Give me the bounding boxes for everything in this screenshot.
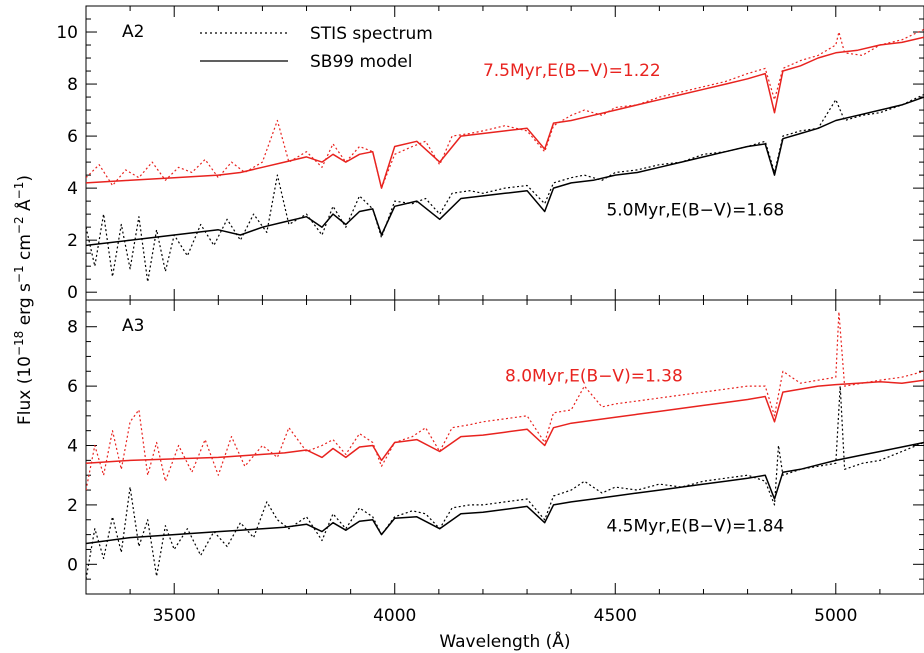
model-annotation: 7.5Myr,E(B−V)=1.22 xyxy=(483,61,661,81)
sb99-model-line xyxy=(86,379,924,465)
panel-a2-series xyxy=(86,28,924,283)
y-tick-label: 10 xyxy=(56,23,78,43)
y-tick-label: 6 xyxy=(67,377,78,397)
x-tick-label: 4500 xyxy=(594,606,637,626)
y-tick-label: 0 xyxy=(67,283,78,303)
stis-spectrum-line xyxy=(86,28,924,189)
y-tick-label: 4 xyxy=(67,179,78,199)
x-tick-label: 4000 xyxy=(373,606,416,626)
stis-spectrum-line xyxy=(86,311,924,491)
y-tick-label: 2 xyxy=(67,231,78,251)
panel-a3-series xyxy=(86,311,924,580)
y-tick-label: 8 xyxy=(67,75,78,95)
y-label-mid2: cm xyxy=(15,234,35,265)
model-annotation: 8.0Myr,E(B−V)=1.38 xyxy=(505,367,683,387)
legend-model-label: SB99 model xyxy=(310,52,412,72)
panel-a2-frame xyxy=(85,5,924,301)
sb99-model-line xyxy=(86,36,924,189)
y-label-mid1: erg s xyxy=(15,283,35,331)
panel-a3: 3500 4000 4500 5000 0 2 4 6 8 A3 8.0Myr,E(B−V)=1… xyxy=(67,299,924,626)
panel-a2-annotations: 7.5Myr,E(B−V)=1.22 5.0Myr,E(B−V)=1.68 xyxy=(483,61,784,220)
model-annotation: 4.5Myr,E(B−V)=1.84 xyxy=(606,517,784,537)
legend-observed-label: STIS spectrum xyxy=(310,24,433,44)
sb99-model-line xyxy=(86,441,924,545)
sb99-model-line xyxy=(86,96,924,247)
y-label-exp2: −1 xyxy=(12,265,26,283)
panel-a2-label: A2 xyxy=(122,22,144,42)
panel-a2: 0 2 4 6 8 10 A2 STIS spectrum SB99 model 7.5M… xyxy=(56,5,924,303)
panel-a3-label: A3 xyxy=(122,316,144,336)
y-label-pre: Flux (10 xyxy=(15,356,35,425)
y-label-exp4: −1 xyxy=(12,182,26,200)
y-label-mid3: Å xyxy=(13,199,35,216)
y-label-exp1: −18 xyxy=(12,331,26,356)
y-tick-label: 2 xyxy=(67,496,78,516)
x-tick-label: 3500 xyxy=(153,606,196,626)
panel-a3-frame xyxy=(85,299,924,595)
y-label-exp3: −2 xyxy=(12,216,26,234)
panel-a2-ticks: 0 2 4 6 8 10 xyxy=(56,5,924,303)
x-tick-label: 5000 xyxy=(814,606,857,626)
stis-spectrum-line xyxy=(86,93,924,283)
stis-spectrum-line xyxy=(86,385,924,580)
y-tick-label: 6 xyxy=(67,127,78,147)
panel-a3-ticks: 3500 4000 4500 5000 0 2 4 6 8 xyxy=(67,300,924,626)
y-label-post: ) xyxy=(15,175,35,182)
y-tick-label: 0 xyxy=(67,555,78,575)
panel-a3-annotations: 8.0Myr,E(B−V)=1.38 4.5Myr,E(B−V)=1.84 xyxy=(505,367,784,537)
model-annotation: 5.0Myr,E(B−V)=1.68 xyxy=(606,200,784,220)
y-tick-label: 8 xyxy=(67,318,78,338)
y-axis-label: Flux (10−18 erg s−1 cm−2 Å−1) xyxy=(12,175,35,425)
x-axis-label: Wavelength (Å) xyxy=(439,630,570,652)
legend: STIS spectrum SB99 model xyxy=(200,24,433,72)
y-tick-label: 4 xyxy=(67,437,78,457)
